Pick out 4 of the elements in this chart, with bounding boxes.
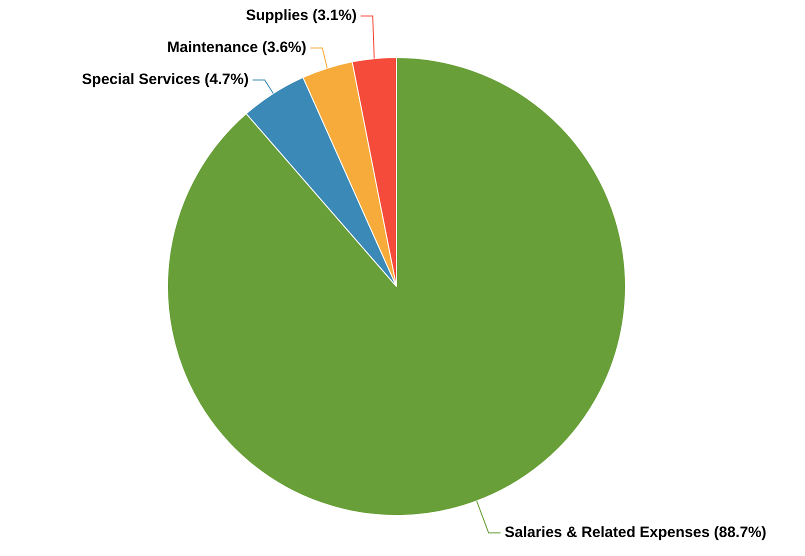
slice-label: Maintenance (3.6%) [167, 39, 306, 56]
slice-label: Supplies (3.1%) [246, 7, 357, 24]
slice-label: Salaries & Related Expenses (88.7%) [504, 524, 766, 541]
slice-label: Special Services (4.7%) [82, 71, 249, 88]
